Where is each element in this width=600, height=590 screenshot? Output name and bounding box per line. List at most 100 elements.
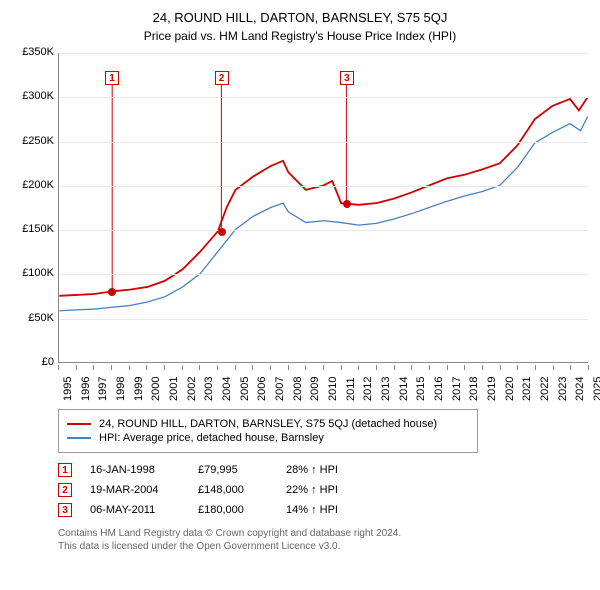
x-tick-label: 2013 [380, 377, 382, 401]
x-tick-label: 2020 [504, 377, 506, 401]
gridline-h [59, 142, 588, 143]
x-tick [217, 365, 218, 370]
x-tick-label: 1996 [80, 377, 82, 401]
gridline-h [59, 230, 588, 231]
x-tick [553, 365, 554, 370]
x-tick-label: 2005 [239, 377, 241, 401]
x-tick-label: 1999 [133, 377, 135, 401]
plot-region: 123 [58, 53, 588, 363]
transaction-row: 1 16-JAN-1998 £79,995 28% ↑ HPI [58, 463, 588, 477]
transaction-date: 19-MAR-2004 [90, 484, 180, 496]
x-tick-label: 2004 [221, 377, 223, 401]
x-tick [252, 365, 253, 370]
transaction-list: 1 16-JAN-1998 £79,995 28% ↑ HPI 2 19-MAR-2004… [58, 463, 588, 517]
x-tick [323, 365, 324, 370]
transaction-date: 06-MAY-2011 [90, 504, 180, 516]
y-tick-label: £50K [12, 312, 54, 324]
x-tick-label: 2009 [309, 377, 311, 401]
x-tick [482, 365, 483, 370]
transaction-price: £148,000 [198, 484, 268, 496]
x-tick [129, 365, 130, 370]
y-tick-label: £150K [12, 223, 54, 235]
x-tick-label: 2012 [362, 377, 364, 401]
transaction-row: 219-MAR-2004£148,00022% ↑ HPI [58, 483, 588, 497]
marker-callout: 1 [105, 71, 119, 85]
x-tick [464, 365, 465, 370]
x-tick-label: 2007 [274, 377, 276, 401]
transaction-price: £180,000 [198, 504, 268, 516]
y-tick-label: £250K [12, 135, 54, 147]
x-tick-label: 2024 [574, 377, 576, 401]
x-tick-label: 2021 [521, 377, 523, 401]
transaction-price: £79,995 [198, 464, 268, 476]
line-svg [59, 53, 588, 362]
x-tick-label: 2011 [345, 377, 347, 401]
x-tick-label: 2001 [168, 377, 170, 401]
x-tick-label: 2010 [327, 377, 329, 401]
x-tick [588, 365, 589, 370]
x-tick [270, 365, 271, 370]
gridline-h [59, 186, 588, 187]
x-tick-label: 2017 [451, 377, 453, 401]
transaction-marker: 2 [58, 483, 72, 497]
y-tick-label: £200K [12, 179, 54, 191]
legend-box: 24, ROUND HILL, DARTON, BARNSLEY, S75 5Q… [58, 409, 478, 453]
legend-label: 24, ROUND HILL, DARTON, BARNSLEY, S75 5Q… [99, 418, 437, 430]
chart-container: 24, ROUND HILL, DARTON, BARNSLEY, S75 5Q… [0, 0, 600, 590]
x-tick [358, 365, 359, 370]
x-tick [164, 365, 165, 370]
x-tick [447, 365, 448, 370]
x-tick-label: 2019 [486, 377, 488, 401]
x-tick [235, 365, 236, 370]
x-tick [411, 365, 412, 370]
x-tick [341, 365, 342, 370]
x-tick-label: 2016 [433, 377, 435, 401]
y-tick-label: £100K [12, 267, 54, 279]
x-tick [58, 365, 59, 370]
transaction-marker: 3 [58, 503, 72, 517]
x-tick [288, 365, 289, 370]
x-tick [199, 365, 200, 370]
legend-row: HPI: Average price, detached house, Barn… [67, 432, 469, 444]
marker-callout: 3 [340, 71, 354, 85]
transaction-pct: 28% ↑ HPI [286, 464, 386, 476]
x-tick [305, 365, 306, 370]
marker-dot [343, 200, 351, 208]
x-tick-label: 2002 [186, 377, 188, 401]
x-tick-label: 2018 [468, 377, 470, 401]
x-tick [535, 365, 536, 370]
legend-swatch [67, 437, 91, 439]
x-tick [93, 365, 94, 370]
gridline-h [59, 53, 588, 54]
x-tick-label: 2008 [292, 377, 294, 401]
x-tick-label: 2014 [398, 377, 400, 401]
x-tick [570, 365, 571, 370]
x-tick [517, 365, 518, 370]
x-tick-label: 2022 [539, 377, 541, 401]
gridline-h [59, 319, 588, 320]
x-tick-label: 2023 [557, 377, 559, 401]
y-tick-label: £350K [12, 46, 54, 58]
transaction-marker: 1 [58, 463, 72, 477]
transaction-pct: 14% ↑ HPI [286, 504, 386, 516]
series-line [59, 117, 587, 311]
transaction-date: 16-JAN-1998 [90, 464, 180, 476]
x-tick-label: 1997 [97, 377, 99, 401]
legend-label: HPI: Average price, detached house, Barn… [99, 432, 324, 444]
transaction-row: 3 06-MAY-2011 £180,000 14% ↑ HPI [58, 503, 588, 517]
x-tick-label: 1995 [62, 377, 64, 401]
x-tick-label: 2000 [150, 377, 152, 401]
x-tick [394, 365, 395, 370]
x-tick [76, 365, 77, 370]
x-tick [376, 365, 377, 370]
chart-subtitle: Price paid vs. HM Land Registry's House … [12, 29, 588, 43]
x-tick [111, 365, 112, 370]
x-tick-label: 2003 [203, 377, 205, 401]
x-tick [182, 365, 183, 370]
legend-swatch [67, 423, 91, 425]
series-line [59, 97, 587, 296]
footnote-line2: This data is licensed under the Open Gov… [58, 540, 588, 553]
x-tick [500, 365, 501, 370]
footnote-line1: Contains HM Land Registry data © Crown c… [58, 527, 588, 540]
x-tick-label: 2015 [415, 377, 417, 401]
